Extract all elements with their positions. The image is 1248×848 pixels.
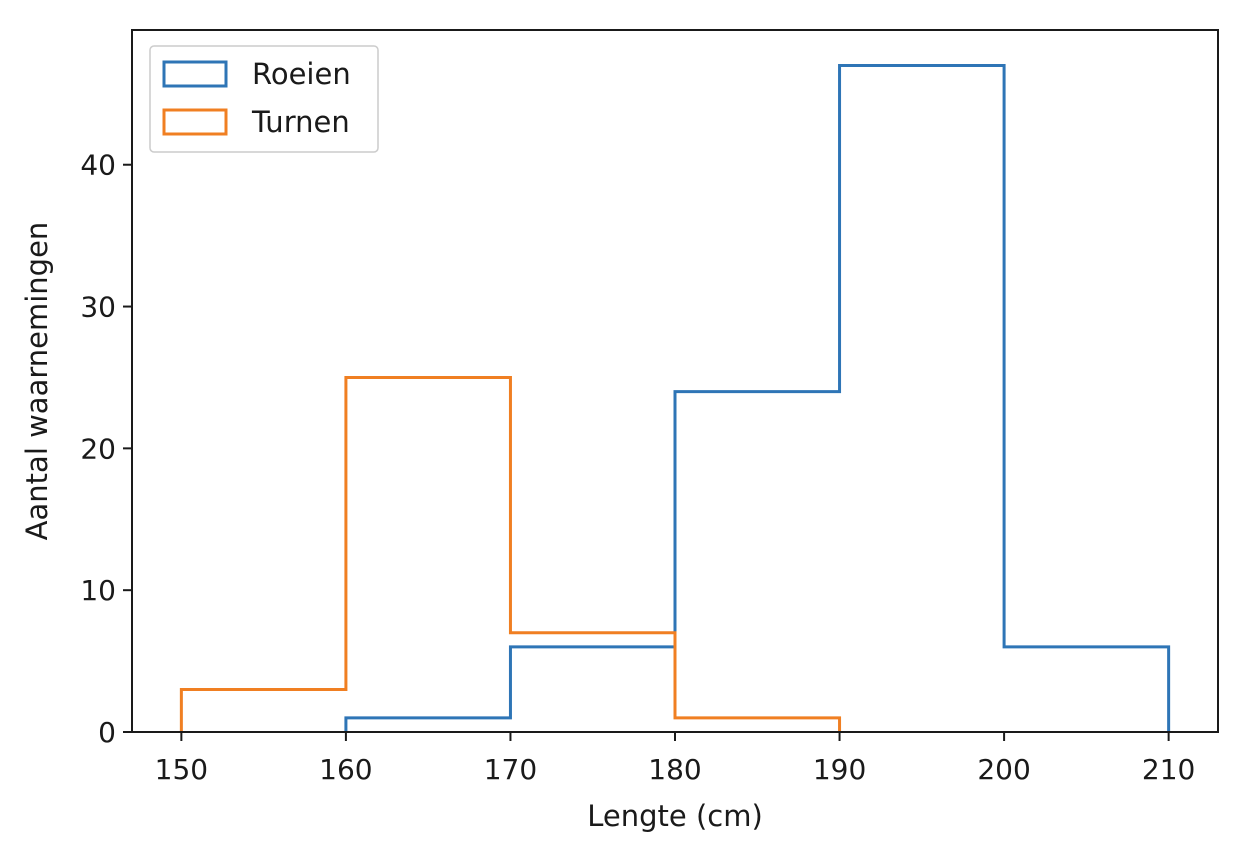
y-tick-label: 20 [80, 432, 116, 465]
series-layer [179, 63, 1171, 732]
x-tick-label: 210 [1142, 753, 1195, 786]
x-tick-label: 150 [155, 753, 208, 786]
y-tick-label: 40 [80, 149, 116, 182]
ticks-layer: 150 160 170 180 190 200 210 0 10 20 30 40 [80, 149, 1195, 786]
series-roeien-step-line [344, 63, 1171, 732]
legend-box [149, 45, 379, 153]
x-tick-label: 180 [648, 753, 701, 786]
y-tick-label: 10 [80, 574, 116, 607]
x-tick-label: 160 [319, 753, 372, 786]
legend-label-roeien: Roeien [252, 57, 351, 91]
x-tick-label: 170 [484, 753, 537, 786]
y-axis-label: Aantal waarnemingen [20, 222, 54, 541]
y-tick-label: 0 [98, 716, 116, 749]
legend-swatch-turnen [162, 108, 228, 136]
legend: Roeien Turnen [149, 45, 379, 153]
x-tick-label: 200 [977, 753, 1030, 786]
x-tick-label: 190 [813, 753, 866, 786]
legend-swatch-roeien [162, 60, 228, 88]
legend-label-turnen: Turnen [251, 105, 350, 139]
series-turnen-step-line [179, 375, 842, 732]
y-tick-label: 30 [80, 291, 116, 324]
x-axis-label: Lengte (cm) [587, 799, 763, 833]
